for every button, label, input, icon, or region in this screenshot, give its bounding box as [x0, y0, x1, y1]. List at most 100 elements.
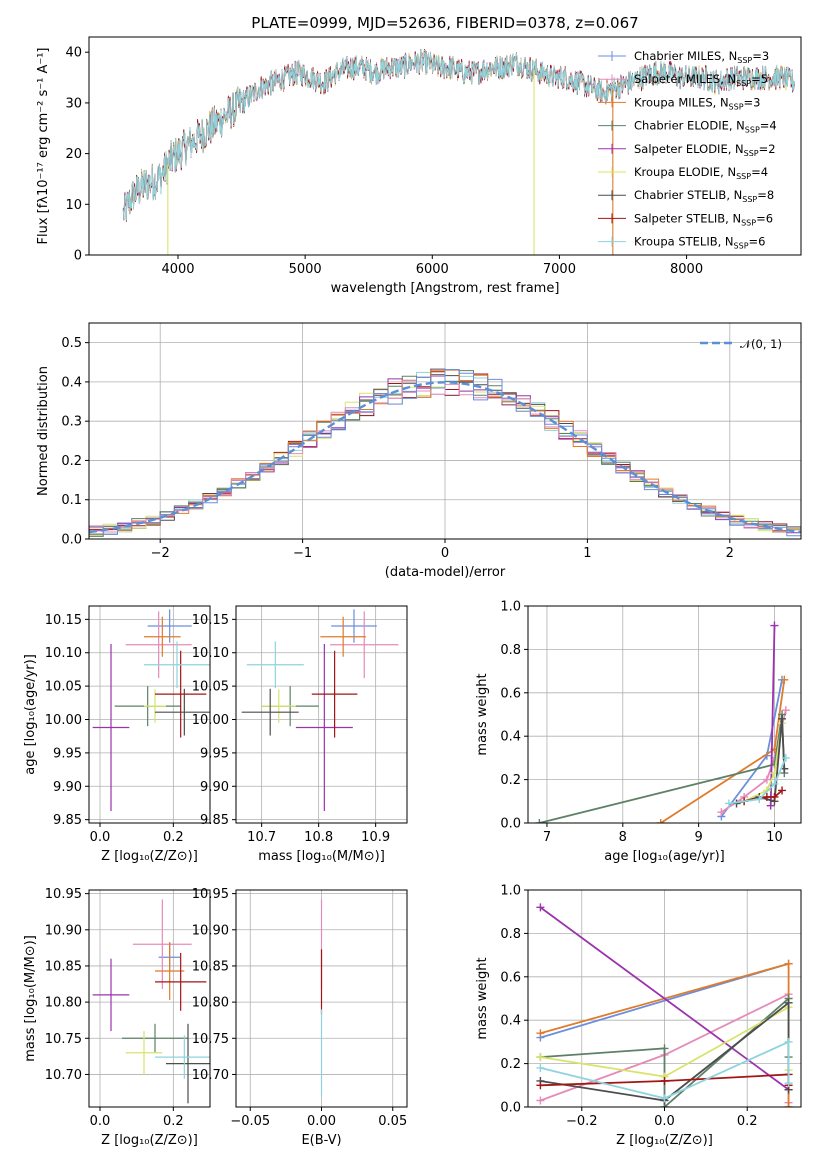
y-axis-label: Flux [fλ10⁻¹⁷ erg cm⁻² s⁻¹ A⁻¹]	[36, 48, 51, 245]
weight-point	[536, 1081, 545, 1090]
x-axis-label: mass [log₁₀(M/M⊙)]	[258, 849, 385, 864]
y-tick-label: 9.90	[200, 780, 229, 795]
legend-entry: Salpeter ELODIE, NSSP=2	[634, 142, 776, 158]
y-tick-label: 0.6	[500, 686, 521, 701]
legend-text: Salpeter STELIB, N	[634, 211, 741, 225]
spectrum-line-8	[122, 49, 795, 221]
legend-entry: Chabrier ELODIE, NSSP=4	[634, 119, 777, 135]
legend-subscript: SSP	[729, 102, 744, 111]
x-axis-label: (data-model)/error	[385, 565, 506, 580]
legend-entry: Salpeter STELIB, NSSP=6	[634, 211, 773, 227]
weight-point	[724, 799, 733, 808]
y-tick-label: 0.8	[500, 927, 521, 942]
weight-point	[660, 1094, 669, 1103]
legend-entry: Kroupa STELIB, NSSP=6	[634, 235, 765, 251]
x-tick-label: 0.0	[90, 830, 111, 845]
y-tick-label: 10.70	[192, 1068, 229, 1083]
x-tick-label: 8000	[670, 262, 703, 277]
x-axis-label: E(B-V)	[301, 1133, 341, 1148]
x-axis-label: age [log₁₀(age/yr)]	[604, 849, 725, 864]
y-tick-label: 1.0	[500, 884, 521, 899]
chart-7: −0.2 0.0 0.2 0.0 0.2 0.4 0.6 0.8 1.0 Z [log₁₀(Z/Z…	[475, 884, 802, 1148]
weight-point	[762, 775, 771, 784]
y-tick-label: 0.3	[61, 415, 82, 430]
weight-series-2	[660, 679, 786, 823]
legend-entry: 𝒩(0, 1)	[740, 337, 782, 351]
normal-curve	[89, 381, 801, 534]
x-tick-label: 10.7	[247, 830, 276, 845]
x-tick-label: 9	[694, 830, 702, 845]
y-tick-label: 0.0	[500, 1101, 521, 1116]
weight-point	[536, 1029, 545, 1038]
x-tick-label: 2	[726, 546, 734, 561]
y-tick-label: 10.00	[192, 713, 229, 728]
axes-frame	[88, 322, 802, 540]
y-tick-label: 9.95	[53, 746, 82, 761]
weight-point	[781, 706, 790, 715]
y-tick-label: 10.05	[192, 680, 229, 695]
x-tick-label: 0.2	[163, 1114, 184, 1129]
weight-point	[770, 621, 779, 630]
y-tick-label: 0.2	[61, 454, 82, 469]
y-tick-label: 30	[65, 96, 82, 111]
legend-text: Chabrier ELODIE, N	[634, 119, 745, 133]
legend-subscript: SSP	[745, 126, 760, 135]
y-tick-label: 10.80	[192, 996, 229, 1011]
y-tick-label: 10.85	[192, 959, 229, 974]
axes-frame	[235, 605, 408, 824]
x-axis-label: Z [log₁₀(Z/Z⊙)]	[101, 1133, 198, 1148]
y-tick-label: 10.15	[192, 613, 229, 628]
weight-point	[784, 998, 793, 1007]
weight-series-3	[539, 714, 786, 823]
y-tick-label: 10.95	[192, 887, 229, 902]
x-axis-label: Z [log₁₀(Z/Z⊙)]	[101, 849, 198, 864]
y-tick-label: 0	[74, 249, 82, 264]
legend-value: =8	[757, 188, 774, 202]
y-tick-label: 9.85	[53, 813, 82, 828]
y-tick-label: 10.10	[45, 646, 82, 661]
weight-point	[770, 792, 779, 801]
x-tick-label: 7	[543, 830, 551, 845]
plot-area	[536, 903, 793, 1107]
y-tick-label: 10.05	[45, 680, 82, 695]
weight-series-5	[743, 723, 783, 803]
legend-subscript: SSP	[736, 79, 751, 88]
y-axis-label: mass weight	[475, 673, 490, 755]
x-tick-label: 5000	[289, 262, 322, 277]
y-tick-label: 0.0	[500, 817, 521, 832]
weight-point	[536, 903, 545, 912]
weight-point	[784, 1103, 793, 1107]
weight-point	[784, 959, 793, 968]
x-tick-label: 0.2	[163, 830, 184, 845]
y-tick-label: 0.4	[500, 730, 521, 745]
weight-point	[784, 1037, 793, 1046]
weight-point	[755, 795, 764, 804]
legend-value: =5	[751, 72, 768, 86]
y-tick-label: 9.95	[200, 746, 229, 761]
x-tick-label: 0.2	[737, 1114, 758, 1129]
chart-6: −0.05 0.00 0.05 10.70 10.75 10.80 10.85 10.90 10…	[192, 887, 408, 1148]
legend-value: =2	[759, 142, 776, 156]
legend-text: Salpeter MILES, N	[634, 72, 736, 86]
y-tick-label: 0.4	[500, 1014, 521, 1029]
weight-point	[535, 819, 544, 823]
weight-point	[536, 1096, 545, 1105]
chart-5: 0.0 0.2 10.70 10.75 10.80 10.85 10.90 10.95 Z [l…	[23, 887, 211, 1148]
y-tick-label: 10.00	[45, 713, 82, 728]
weight-point	[536, 1053, 545, 1062]
y-tick-label: 9.90	[53, 780, 82, 795]
y-tick-label: 10.75	[192, 1032, 229, 1047]
weight-series-4	[769, 625, 776, 806]
y-tick-label: 0.0	[61, 533, 82, 548]
weight-point	[762, 792, 771, 801]
y-axis-label: mass [log₁₀(M/M⊙)]	[23, 935, 38, 1062]
legend-subscript: SSP	[742, 195, 757, 204]
weight-point	[770, 779, 779, 788]
weight-point	[778, 714, 787, 723]
y-tick-label: 10.90	[192, 923, 229, 938]
y-tick-label: 0.6	[500, 970, 521, 985]
legend-value: =3	[752, 49, 769, 63]
weight-point	[660, 1076, 669, 1085]
x-tick-label: 6000	[416, 262, 449, 277]
